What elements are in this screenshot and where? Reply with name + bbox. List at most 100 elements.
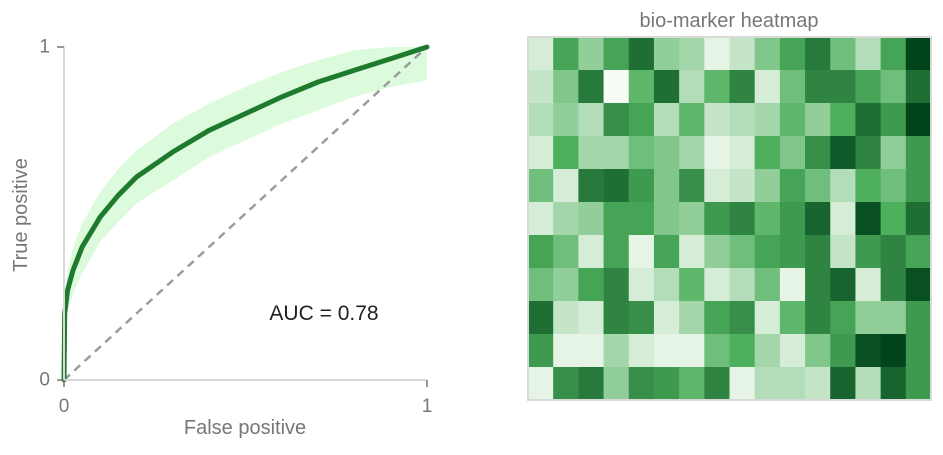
heatmap-cell-r3-c2 <box>578 136 604 170</box>
heatmap-cell-r5-c3 <box>603 202 630 236</box>
heatmap-cell-r0-c14 <box>880 37 907 71</box>
heatmap-cell-r2-c11 <box>805 103 831 137</box>
heatmap-cell-r4-c10 <box>779 169 806 203</box>
heatmap-cell-r6-c1 <box>553 235 579 269</box>
heatmap-cell-r9-c6 <box>679 334 705 368</box>
heatmap-cell-r10-c8 <box>729 367 756 401</box>
heatmap-cell-r9-c8 <box>729 334 756 368</box>
heatmap-cell-r5-c5 <box>653 202 680 236</box>
heatmap-cell-r3-c6 <box>679 136 705 170</box>
heatmap-cell-r3-c3 <box>603 136 630 170</box>
heatmap-cell-r2-c5 <box>653 103 680 137</box>
heatmap-cell-r7-c8 <box>729 268 756 302</box>
heatmap-cell-r10-c1 <box>553 367 579 401</box>
heatmap-cell-r7-c4 <box>628 268 655 302</box>
heatmap-cell-r6-c12 <box>830 235 856 269</box>
heatmap-cell-r2-c7 <box>704 103 730 137</box>
heatmap-cell-r7-c5 <box>653 268 680 302</box>
heatmap-cell-r2-c8 <box>729 103 756 137</box>
heatmap-cell-r5-c0 <box>528 202 554 236</box>
heatmap-cell-r4-c4 <box>628 169 655 203</box>
heatmap-cells <box>528 37 932 401</box>
heatmap-cell-r9-c2 <box>578 334 604 368</box>
heatmap-cell-r9-c13 <box>855 334 882 368</box>
heatmap-cell-r8-c3 <box>603 301 630 335</box>
heatmap-cell-r4-c5 <box>653 169 680 203</box>
heatmap-cell-r0-c10 <box>779 37 806 71</box>
heatmap-cell-r2-c4 <box>628 103 655 137</box>
heatmap-cell-r3-c7 <box>704 136 730 170</box>
heatmap-cell-r8-c14 <box>880 301 907 335</box>
heatmap-cell-r4-c14 <box>880 169 907 203</box>
heatmap-cell-r0-c6 <box>679 37 705 71</box>
heatmap-cell-r0-c8 <box>729 37 756 71</box>
heatmap-cell-r8-c12 <box>830 301 856 335</box>
heatmap-cell-r1-c1 <box>553 70 579 104</box>
heatmap-cell-r3-c5 <box>653 136 680 170</box>
heatmap-cell-r8-c2 <box>578 301 604 335</box>
heatmap-chart: bio-marker heatmap <box>527 10 932 401</box>
heatmap-cell-r8-c9 <box>754 301 781 335</box>
heatmap-cell-r9-c11 <box>805 334 831 368</box>
heatmap-cell-r7-c10 <box>779 268 806 302</box>
heatmap-cell-r5-c2 <box>578 202 604 236</box>
heatmap-cell-r0-c15 <box>905 37 932 71</box>
heatmap-cell-r4-c13 <box>855 169 882 203</box>
heatmap-cell-r0-c13 <box>855 37 882 71</box>
heatmap-cell-r0-c11 <box>805 37 831 71</box>
heatmap-cell-r1-c9 <box>754 70 781 104</box>
heatmap-cell-r4-c8 <box>729 169 756 203</box>
roc-curve <box>61 44 430 383</box>
heatmap-cell-r1-c13 <box>855 70 882 104</box>
heatmap-cell-r3-c4 <box>628 136 655 170</box>
heatmap-cell-r4-c6 <box>679 169 705 203</box>
heatmap-cell-r9-c12 <box>830 334 856 368</box>
heatmap-cell-r8-c6 <box>679 301 705 335</box>
heatmap-cell-r2-c9 <box>754 103 781 137</box>
heatmap-cell-r2-c0 <box>528 103 554 137</box>
heatmap-cell-r1-c7 <box>704 70 730 104</box>
heatmap-cell-r10-c6 <box>679 367 705 401</box>
heatmap-cell-r1-c14 <box>880 70 907 104</box>
heatmap-cell-r0-c1 <box>553 37 579 71</box>
y-tick-label-0: 0 <box>39 370 50 391</box>
heatmap-cell-r7-c12 <box>830 268 856 302</box>
heatmap-cell-r5-c6 <box>679 202 705 236</box>
heatmap-cell-r9-c9 <box>754 334 781 368</box>
heatmap-cell-r7-c15 <box>905 268 932 302</box>
heatmap-cell-r6-c4 <box>628 235 655 269</box>
heatmap-cell-r8-c10 <box>779 301 806 335</box>
heatmap-cell-r1-c4 <box>628 70 655 104</box>
x-tick-label-1: 1 <box>422 396 433 417</box>
heatmap-cell-r2-c15 <box>905 103 932 137</box>
heatmap-cell-r8-c1 <box>553 301 579 335</box>
heatmap-cell-r9-c7 <box>704 334 730 368</box>
heatmap-cell-r0-c4 <box>628 37 655 71</box>
heatmap-cell-r7-c0 <box>528 268 554 302</box>
heatmap-cell-r7-c9 <box>754 268 781 302</box>
heatmap-cell-r1-c2 <box>578 70 604 104</box>
heatmap-cell-r2-c13 <box>855 103 882 137</box>
heatmap-cell-r7-c1 <box>553 268 579 302</box>
heatmap-cell-r3-c15 <box>905 136 932 170</box>
heatmap-cell-r7-c11 <box>805 268 831 302</box>
heatmap-cell-r4-c3 <box>603 169 630 203</box>
heatmap-cell-r6-c8 <box>729 235 756 269</box>
heatmap-cell-r5-c7 <box>704 202 730 236</box>
heatmap-cell-r8-c15 <box>905 301 932 335</box>
heatmap-cell-r3-c8 <box>729 136 756 170</box>
heatmap-cell-r8-c13 <box>855 301 882 335</box>
heatmap-cell-r0-c2 <box>578 37 604 71</box>
heatmap-cell-r5-c9 <box>754 202 781 236</box>
auc-annotation: AUC = 0.78 <box>269 302 378 325</box>
heatmap-cell-r10-c12 <box>830 367 856 401</box>
heatmap-cell-r5-c10 <box>779 202 806 236</box>
heatmap-cell-r1-c3 <box>603 70 630 104</box>
heatmap-cell-r3-c13 <box>855 136 882 170</box>
heatmap-cell-r8-c11 <box>805 301 831 335</box>
heatmap-cell-r4-c7 <box>704 169 730 203</box>
heatmap-cell-r3-c12 <box>830 136 856 170</box>
heatmap-cell-r10-c10 <box>779 367 806 401</box>
heatmap-cell-r3-c11 <box>805 136 831 170</box>
